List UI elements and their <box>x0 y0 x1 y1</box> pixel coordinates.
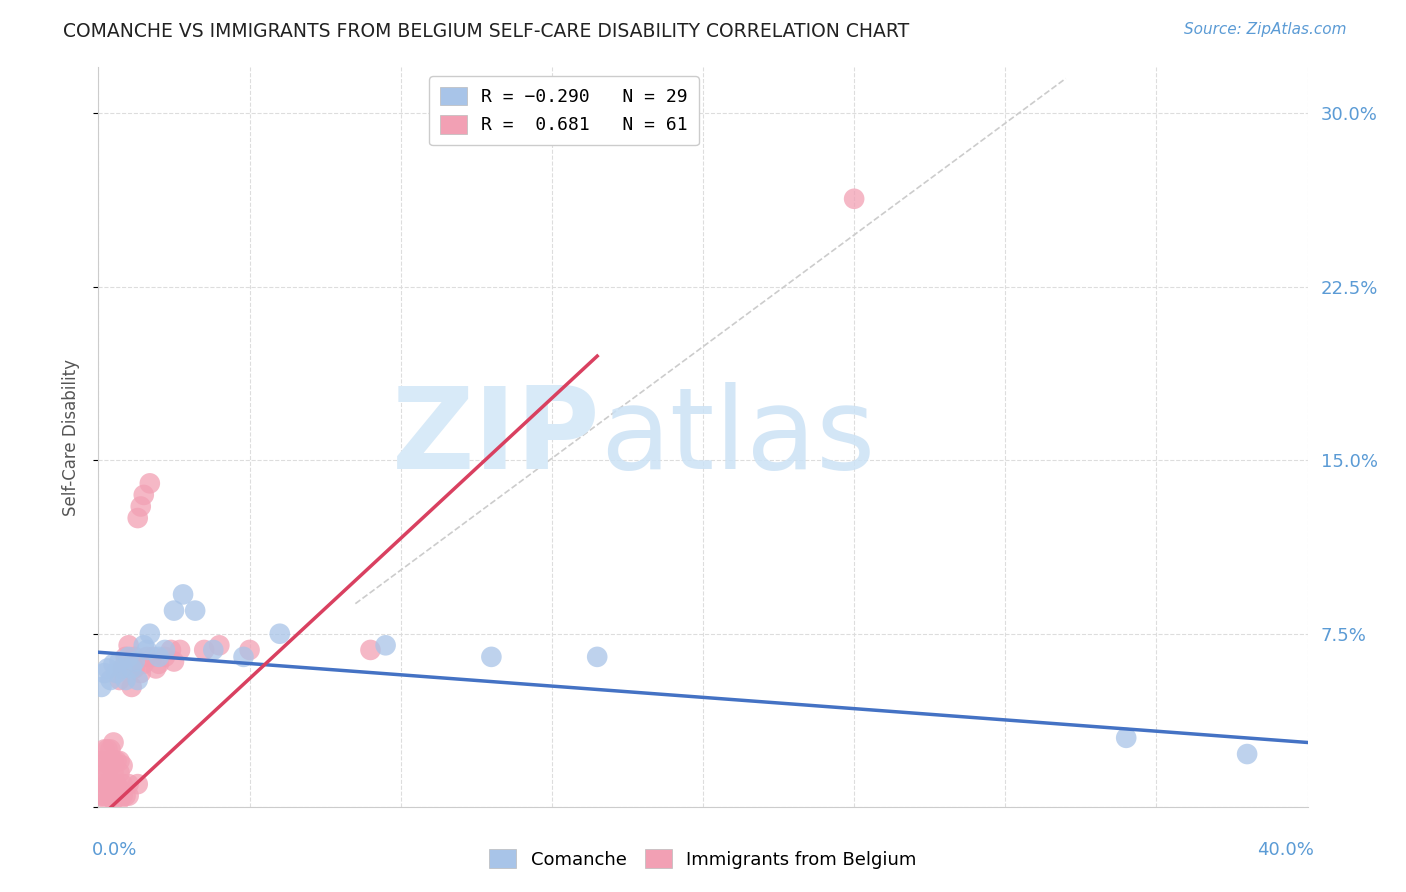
Text: Source: ZipAtlas.com: Source: ZipAtlas.com <box>1184 22 1347 37</box>
Point <box>135 649 157 664</box>
Point <box>96 742 118 756</box>
Point <box>129 666 152 681</box>
Text: ZIP: ZIP <box>392 382 600 492</box>
Point <box>118 777 141 791</box>
Point <box>90 789 112 803</box>
Point <box>108 655 131 669</box>
Point <box>105 777 128 791</box>
Point <box>93 777 115 791</box>
Point <box>93 789 115 803</box>
Point <box>100 777 122 791</box>
Point <box>118 789 141 803</box>
Point <box>90 772 112 787</box>
Point <box>127 511 149 525</box>
Point <box>184 604 207 618</box>
Legend: Comanche, Immigrants from Belgium: Comanche, Immigrants from Belgium <box>482 842 924 876</box>
Point <box>90 754 112 768</box>
Point <box>129 500 152 514</box>
Point <box>100 789 122 803</box>
Point <box>208 638 231 652</box>
Point <box>100 673 122 687</box>
Point <box>148 657 170 671</box>
Point <box>360 643 382 657</box>
Text: 40.0%: 40.0% <box>1257 840 1313 859</box>
Point <box>121 680 143 694</box>
Point <box>96 661 118 675</box>
Y-axis label: Self-Care Disability: Self-Care Disability <box>62 359 80 516</box>
Point <box>96 754 118 768</box>
Point <box>105 754 128 768</box>
Point <box>114 789 136 803</box>
Point <box>111 661 134 675</box>
Point <box>108 673 131 687</box>
Point <box>103 735 125 749</box>
Point <box>269 626 291 640</box>
Point <box>481 649 503 664</box>
Point <box>1115 731 1137 745</box>
Point <box>121 661 143 675</box>
Point <box>114 649 136 664</box>
Point <box>100 758 122 772</box>
Point <box>124 661 146 675</box>
Point <box>148 649 170 664</box>
Point <box>163 604 186 618</box>
Point <box>127 673 149 687</box>
Point <box>132 657 155 671</box>
Point <box>202 643 225 657</box>
Point <box>114 673 136 687</box>
Point <box>111 661 134 675</box>
Point <box>160 643 183 657</box>
Point <box>139 626 162 640</box>
Point <box>844 192 866 206</box>
Point <box>108 781 131 796</box>
Point <box>374 638 396 652</box>
Point <box>142 649 165 664</box>
Point <box>135 643 157 657</box>
Point <box>93 758 115 772</box>
Point <box>108 793 131 807</box>
Point <box>108 754 131 768</box>
Point <box>103 781 125 796</box>
Text: atlas: atlas <box>600 382 876 492</box>
Point <box>103 657 125 671</box>
Point <box>103 754 125 768</box>
Point <box>139 476 162 491</box>
Point <box>103 765 125 780</box>
Point <box>193 643 215 657</box>
Point <box>153 649 176 664</box>
Point <box>124 655 146 669</box>
Point <box>127 777 149 791</box>
Text: COMANCHE VS IMMIGRANTS FROM BELGIUM SELF-CARE DISABILITY CORRELATION CHART: COMANCHE VS IMMIGRANTS FROM BELGIUM SELF… <box>63 22 910 41</box>
Point <box>1236 747 1258 761</box>
Point <box>153 643 176 657</box>
Point <box>90 680 112 694</box>
Point <box>145 661 167 675</box>
Point <box>105 666 128 681</box>
Point <box>118 638 141 652</box>
Point <box>96 777 118 791</box>
Point <box>132 638 155 652</box>
Point <box>111 789 134 803</box>
Point <box>111 758 134 772</box>
Point <box>108 765 131 780</box>
Point <box>96 765 118 780</box>
Point <box>100 742 122 756</box>
Legend: R = −0.290   N = 29, R =  0.681   N = 61: R = −0.290 N = 29, R = 0.681 N = 61 <box>429 76 699 145</box>
Point <box>124 649 146 664</box>
Point <box>93 742 115 756</box>
Point <box>172 587 194 601</box>
Point <box>232 649 254 664</box>
Point <box>586 649 609 664</box>
Point <box>103 793 125 807</box>
Point <box>105 789 128 803</box>
Point <box>96 793 118 807</box>
Point <box>111 777 134 791</box>
Text: 0.0%: 0.0% <box>93 840 138 859</box>
Point <box>163 655 186 669</box>
Point <box>239 643 262 657</box>
Point <box>93 666 115 681</box>
Point <box>169 643 191 657</box>
Point <box>132 488 155 502</box>
Point <box>118 649 141 664</box>
